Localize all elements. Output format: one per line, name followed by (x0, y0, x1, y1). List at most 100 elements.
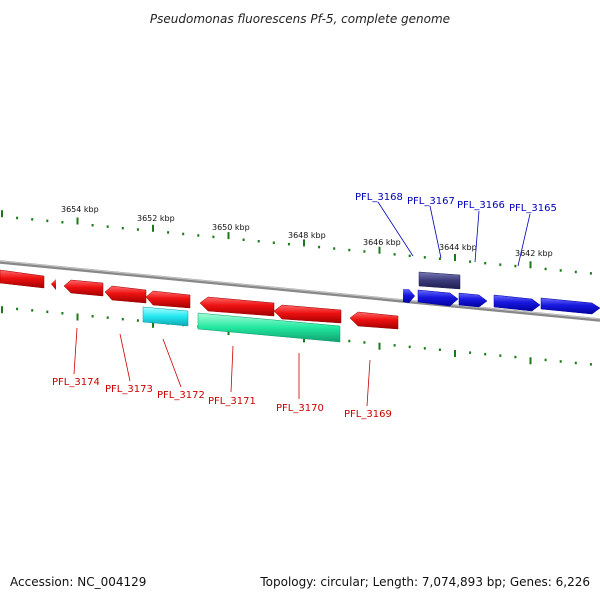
minor-tick (544, 358, 547, 362)
minor-tick (438, 257, 441, 260)
minor-tick (136, 228, 139, 231)
leader-line (517, 213, 531, 267)
minor-tick (197, 234, 200, 237)
major-tick (529, 357, 532, 365)
gene-label-pfl-3168[interactable]: PFL_3168 (355, 192, 403, 203)
gene-arrow-pfl-3173[interactable] (104, 285, 147, 304)
minor-tick (469, 260, 472, 263)
major-tick (227, 232, 230, 240)
minor-tick (46, 219, 49, 223)
minor-tick (91, 315, 94, 318)
minor-tick (514, 355, 517, 359)
minor-tick (363, 341, 366, 344)
genome-backbone-highlight (0, 260, 600, 320)
misc-features (142, 306, 341, 343)
gene-arrow-pfl-3171[interactable] (199, 296, 275, 317)
minor-tick (182, 232, 185, 236)
minor-tick (61, 312, 64, 315)
kbp-labels: 3654 kbp 3652 kbp 3650 kbp 3648 kbp 3646… (61, 205, 553, 258)
gene-arrow-pfl-3172[interactable] (145, 290, 191, 309)
gene-label-pfl-3174[interactable]: PFL_3174 (52, 377, 100, 388)
major-tick (303, 239, 305, 247)
minor-tick (363, 250, 366, 253)
minor-tick (393, 344, 396, 347)
leader-line (429, 205, 442, 259)
gene-arrow-pfl-3168[interactable] (403, 289, 415, 303)
major-tick (454, 350, 456, 357)
gene-arrow-pfl-3165[interactable] (493, 294, 541, 312)
major-tick (76, 217, 79, 225)
major-tick (378, 342, 381, 350)
gene-label-pfl-3169[interactable]: PFL_3169 (344, 409, 392, 420)
reverse-gene-labels: PFL_3174 PFL_3173 PFL_3172 PFL_3171 PFL_… (52, 327, 392, 420)
gene-label-pfl-3165[interactable]: PFL_3165 (509, 203, 557, 214)
forward-gene-labels: PFL_3168 PFL_3167 PFL_3166 PFL_3165 (355, 192, 557, 267)
minor-tick (423, 347, 426, 350)
gene-label-pfl-3166[interactable]: PFL_3166 (457, 200, 505, 211)
minor-tick (121, 226, 124, 230)
minor-tick (559, 360, 562, 363)
minor-tick (438, 348, 441, 351)
minor-tick (333, 247, 336, 250)
minor-tick (574, 361, 577, 365)
minor-tick (136, 319, 139, 322)
kbp-label: 3648 kbp (288, 231, 326, 240)
accession-label: Accession: NC_004129 (10, 575, 146, 589)
minor-tick (589, 272, 592, 275)
leader-line (230, 345, 234, 393)
minor-tick (121, 317, 124, 321)
major-tick (1, 210, 3, 218)
reverse-strand-genes (0, 269, 399, 330)
cyan-feature[interactable] (142, 306, 189, 327)
minor-tick (61, 221, 64, 224)
minor-tick (31, 218, 34, 221)
minor-tick (499, 354, 502, 357)
leader-line (73, 327, 78, 375)
leader-line (474, 210, 480, 263)
gene-arrow-pfl-3164[interactable] (540, 297, 600, 315)
minor-tick (514, 264, 517, 268)
minor-tick (318, 245, 321, 249)
gene-label-pfl-3171[interactable]: PFL_3171 (208, 396, 256, 407)
kbp-label: 3642 kbp (515, 249, 553, 258)
gene-arrow-pfl-3167[interactable] (418, 271, 461, 290)
minor-tick (31, 309, 34, 312)
gene-arrow-pfl-3166b[interactable] (458, 292, 488, 308)
minor-tick (589, 363, 592, 366)
minor-tick (544, 267, 547, 271)
gene-arrow-pfl-3166[interactable] (417, 289, 459, 307)
minor-tick (287, 242, 290, 246)
leader-line (366, 359, 371, 407)
gene-arrow-pfl-3174[interactable] (63, 279, 104, 297)
gene-label-pfl-3167[interactable]: PFL_3167 (407, 196, 455, 207)
minor-tick (242, 238, 245, 241)
gene-label-pfl-3170[interactable]: PFL_3170 (276, 403, 324, 414)
gene-label-pfl-3172[interactable]: PFL_3172 (157, 390, 205, 401)
minor-tick (469, 351, 472, 354)
kbp-label: 3652 kbp (137, 214, 175, 223)
minor-tick (348, 339, 351, 343)
major-tick (529, 261, 532, 269)
minor-tick (46, 310, 49, 314)
major-tick (1, 306, 3, 314)
gene-arrow-pfl-3170[interactable] (273, 304, 342, 324)
leader-line (377, 201, 414, 257)
green-feature[interactable] (197, 312, 341, 343)
minor-tick (91, 224, 94, 227)
minor-tick (499, 263, 502, 266)
minor-tick (16, 216, 19, 220)
minor-tick (16, 307, 19, 311)
minor-tick (106, 316, 109, 319)
minor-tick (484, 261, 487, 265)
major-tick (378, 246, 381, 254)
gene-arrow-partial[interactable] (0, 269, 45, 289)
genome-summary: Topology: circular; Length: 7,074,893 bp… (259, 575, 590, 589)
minor-tick (167, 231, 170, 234)
gene-label-pfl-3173[interactable]: PFL_3173 (105, 384, 153, 395)
minor-tick (559, 269, 562, 272)
map-title: Pseudomonas fluorescens Pf-5, complete g… (150, 12, 450, 26)
major-tick (152, 224, 154, 232)
gene-arrow-small[interactable] (51, 279, 56, 290)
gene-arrow-pfl-3169[interactable] (349, 311, 399, 330)
